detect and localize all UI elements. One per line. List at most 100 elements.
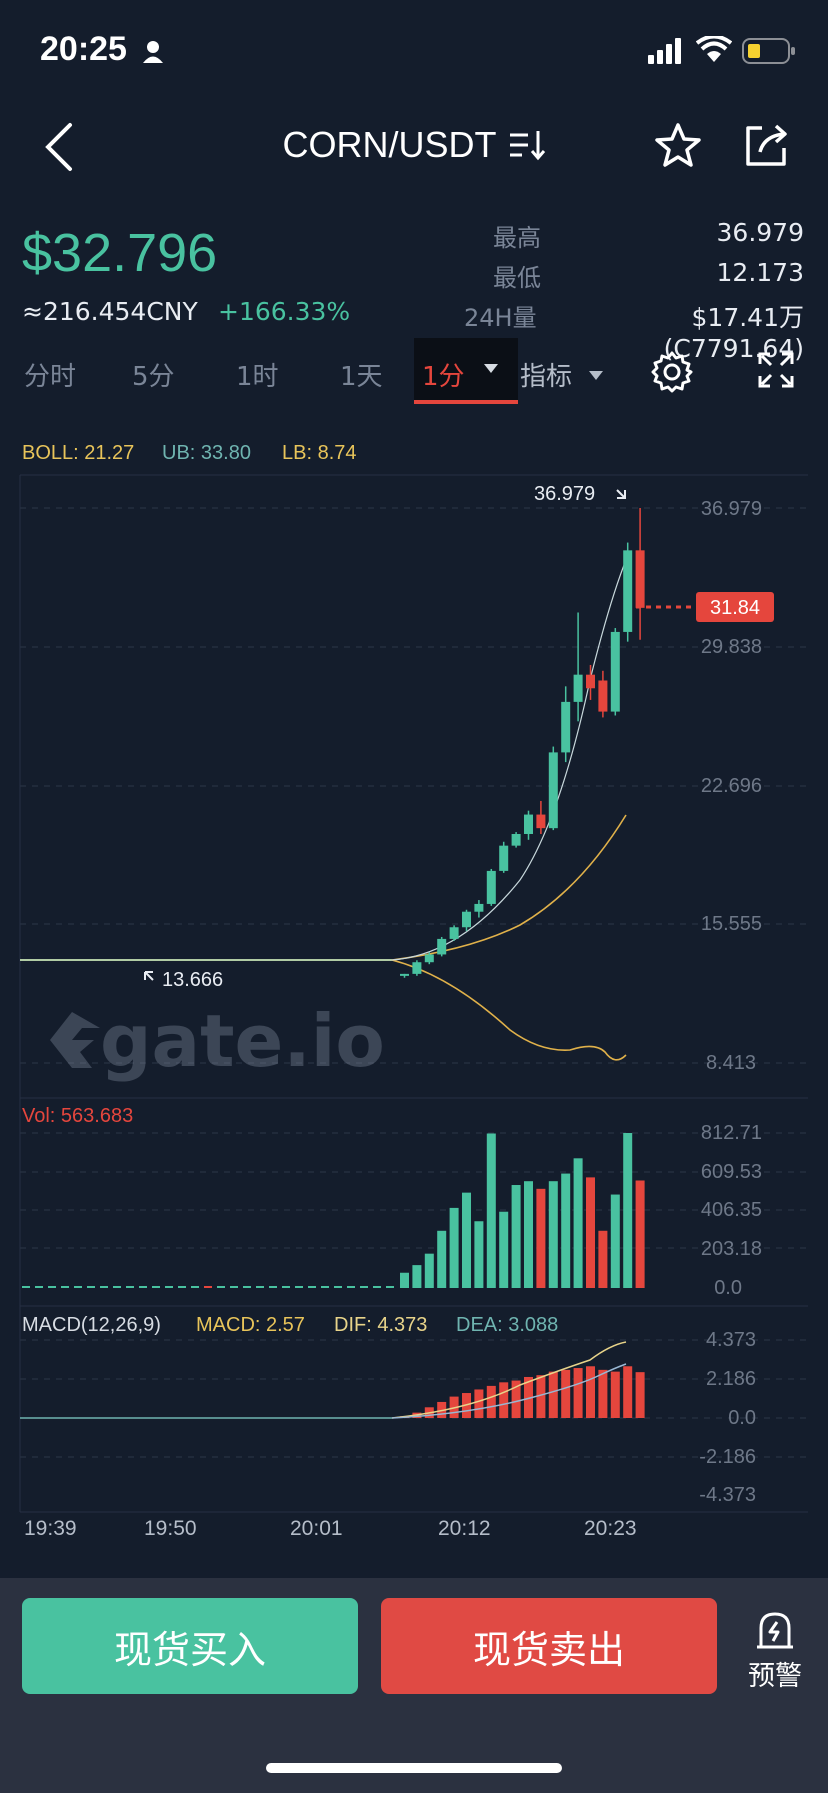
macd-axis-tick: -2.186 <box>699 1446 756 1468</box>
candle <box>548 746 558 831</box>
tab-indicators-label: 指标 <box>520 362 573 392</box>
alert-button[interactable]: 预警 <box>740 1610 810 1693</box>
volume-axis-tick: 406.35 <box>700 1199 762 1221</box>
volume-bar <box>139 1286 147 1288</box>
volume-bar <box>321 1286 329 1288</box>
volume-bar <box>282 1286 290 1288</box>
pair-title-row[interactable]: CORN/USDT <box>0 124 828 166</box>
dif-value: DIF: 4.373 <box>334 1314 428 1336</box>
candle <box>449 925 459 941</box>
volume-label: 24H量 <box>464 304 537 332</box>
volume-bar <box>191 1286 199 1288</box>
tab-1min-label: 1分 <box>422 362 465 392</box>
spot-buy-button[interactable]: 现货买入 <box>22 1598 358 1694</box>
volume-bar <box>35 1286 43 1288</box>
time-axis-tick: 20:12 <box>438 1517 491 1540</box>
volume-bar <box>256 1286 264 1288</box>
macd-bar <box>635 1372 645 1418</box>
macd-axis-tick: 0.0 <box>728 1407 756 1429</box>
dea-value: DEA: 3.088 <box>456 1314 559 1336</box>
volume-bar <box>165 1286 173 1288</box>
candle <box>400 973 409 978</box>
volume-axis-tick: 0.0 <box>714 1277 742 1299</box>
spot-sell-button[interactable]: 现货卖出 <box>381 1598 717 1694</box>
last-price-tag-text: 31.84 <box>710 597 760 619</box>
volume-bar <box>113 1286 121 1288</box>
macd-params: MACD(12,26,9) <box>22 1314 161 1336</box>
high-label: 最高 <box>493 224 541 252</box>
cny-price: ≈216.454CNY <box>22 297 198 326</box>
volume-bar <box>598 1230 608 1288</box>
swap-icon <box>509 131 545 161</box>
volume-bar <box>87 1286 95 1288</box>
dea-line <box>391 1363 627 1419</box>
volume-bar <box>610 1194 620 1288</box>
settings-gear-icon[interactable] <box>650 350 694 394</box>
tab-1hour[interactable]: 1时 <box>236 362 279 392</box>
macd-bar <box>586 1366 595 1418</box>
volume-bar <box>623 1133 633 1288</box>
boll-value: BOLL: 21.27 <box>22 442 135 464</box>
macd-bar <box>511 1380 521 1418</box>
boll-lower-line <box>391 959 627 1061</box>
kline-chart[interactable]: gate.io 31.84 36.979 13.666 <box>0 470 828 1520</box>
min-price-label: 13.666 <box>162 969 223 991</box>
max-arrow-icon <box>616 489 626 499</box>
candle <box>462 909 471 932</box>
home-indicator <box>266 1763 562 1773</box>
candle <box>499 841 509 873</box>
tab-fenshi[interactable]: 分时 <box>24 362 77 392</box>
wifi-icon <box>696 36 732 62</box>
back-arrow-icon[interactable] <box>42 122 76 172</box>
high-value: 36.979 <box>716 218 804 247</box>
volume-bar <box>269 1286 277 1288</box>
volume-bar <box>462 1192 471 1288</box>
macd-bar <box>548 1371 558 1418</box>
macd-axis-tick: -4.373 <box>699 1484 756 1506</box>
tab-1min[interactable]: 1分 <box>414 338 518 404</box>
volume-bar <box>635 1180 645 1288</box>
volume-bar <box>230 1286 238 1288</box>
candle <box>635 508 645 640</box>
tab-1day[interactable]: 1天 <box>340 362 383 392</box>
volume-bar <box>48 1286 56 1288</box>
change-percent: +166.33% <box>218 297 351 326</box>
volume-bar <box>586 1177 595 1288</box>
last-price: $32.796 <box>22 223 218 283</box>
time-axis-tick: 20:23 <box>584 1517 637 1540</box>
volume-bar <box>243 1286 251 1288</box>
volume-bar <box>334 1286 342 1288</box>
tab-5min[interactable]: 5分 <box>132 362 175 392</box>
star-icon[interactable] <box>654 122 702 168</box>
macd-bar <box>573 1368 583 1418</box>
volume-bar <box>100 1286 108 1288</box>
candle <box>598 670 608 718</box>
min-arrow-icon <box>144 971 154 981</box>
candle <box>424 952 434 965</box>
price-axis-tick: 8.413 <box>705 1052 756 1074</box>
volume-bar <box>74 1286 82 1288</box>
macd-value: MACD: 2.57 <box>196 1314 305 1336</box>
candle <box>511 832 521 848</box>
macd-axis-tick: 2.186 <box>705 1368 756 1390</box>
share-icon[interactable] <box>742 122 790 168</box>
volume-bar <box>548 1181 558 1288</box>
volume-bar <box>373 1286 381 1288</box>
dropdown-arrow-icon <box>484 364 498 373</box>
boll-lb: LB: 8.74 <box>282 442 357 464</box>
low-label: 最低 <box>493 264 541 292</box>
fullscreen-icon[interactable] <box>758 352 794 388</box>
dropdown-arrow-icon <box>589 371 604 380</box>
volume-bar <box>449 1207 459 1288</box>
alert-label: 预警 <box>748 1661 802 1692</box>
volume-axis-tick: 203.18 <box>700 1238 762 1260</box>
candle <box>437 936 447 957</box>
price-axis-tick: 22.696 <box>700 775 762 797</box>
volume-bar <box>295 1286 303 1288</box>
volume-axis-tick: 609.53 <box>700 1161 762 1183</box>
volume-bar <box>178 1286 186 1288</box>
pair-title: CORN/USDT <box>282 124 497 165</box>
tab-indicators[interactable]: 指标 <box>520 356 604 393</box>
volume-value: $17.41万 (C7791.64) <box>663 303 804 363</box>
volume-bar <box>561 1173 571 1288</box>
